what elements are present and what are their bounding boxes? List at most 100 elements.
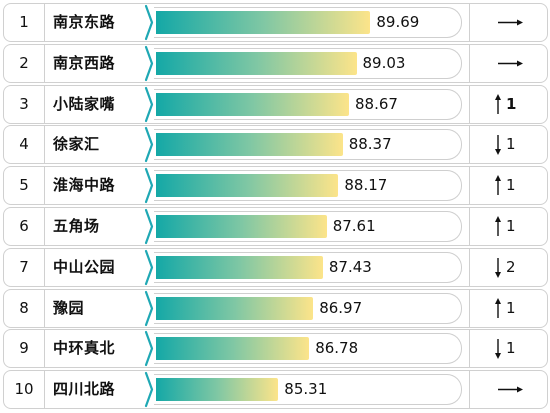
bar [156, 133, 343, 157]
rank-label: 10 [14, 380, 34, 399]
column-divider [469, 126, 470, 164]
data-label: 86.97 [319, 298, 363, 317]
category-label: 五角场 [53, 217, 100, 235]
category-label: 中山公园 [53, 257, 116, 276]
category-label: 四川北路 [53, 380, 116, 399]
column-divider [44, 248, 45, 286]
bar-track [154, 333, 462, 365]
table-row: 9 中环真北 86.78 1 [3, 329, 548, 369]
column-divider [469, 248, 470, 286]
rank-label: 3 [19, 94, 29, 113]
trend-cell: 1 [490, 330, 540, 367]
table-row: 4 徐家汇 88.37 1 [3, 125, 548, 165]
chevron-icon [144, 331, 154, 367]
table-row: 5 淮海中路 88.17 1 [3, 166, 548, 206]
bar-track [154, 211, 462, 242]
bar-track [154, 7, 462, 38]
arrow-up-icon [495, 93, 501, 114]
column-divider [469, 371, 470, 409]
rank-label: 5 [19, 176, 29, 195]
column-divider [44, 330, 45, 368]
table-row: 2 南京西路 89.03 [3, 43, 548, 83]
rank-label: 6 [19, 217, 29, 235]
category-label: 淮海中路 [53, 176, 116, 195]
bar [156, 174, 339, 198]
table-row: 6 五角场 87.61 1 [3, 207, 548, 246]
trend-cell [490, 45, 540, 82]
bar [156, 296, 314, 320]
bar-track [154, 251, 462, 283]
table-row: 10 四川北路 85.31 [3, 370, 548, 410]
trend-cell: 1 [490, 290, 540, 327]
column-divider [469, 85, 470, 123]
data-label: 87.43 [328, 257, 372, 276]
trend-cell: 1 [490, 208, 540, 245]
data-label: 88.37 [348, 135, 392, 154]
column-divider [44, 167, 45, 205]
bar-track [154, 129, 462, 161]
data-label: 88.67 [355, 94, 398, 113]
bar-track [154, 170, 462, 202]
chevron-icon [144, 290, 154, 326]
arrow-down-icon [495, 257, 501, 278]
bar [156, 378, 279, 402]
trend-cell [490, 371, 540, 408]
rank-change-label: 1 [506, 176, 516, 195]
category-label: 小陆家嘴 [53, 94, 116, 113]
column-divider [44, 44, 45, 82]
arrow-up-icon [495, 297, 501, 318]
column-divider [44, 289, 45, 327]
column-divider [44, 371, 45, 409]
arrow-down-icon [495, 339, 501, 360]
arrow-up-icon [495, 216, 501, 236]
category-label: 南京东路 [53, 13, 116, 31]
bar-track [154, 88, 462, 120]
category-label: 南京西路 [53, 53, 116, 72]
rank-change-label: 1 [506, 298, 516, 317]
category-label: 豫园 [53, 298, 85, 317]
arrow-right-icon [498, 19, 523, 26]
column-divider [44, 208, 45, 245]
rank-label: 7 [19, 257, 29, 276]
chevron-icon [144, 208, 154, 245]
arrow-right-icon [498, 386, 523, 393]
column-divider [44, 126, 45, 164]
chevron-icon [144, 372, 154, 408]
table-row: 1 南京东路 89.69 [3, 3, 548, 42]
table-row: 3 小陆家嘴 88.67 1 [3, 84, 548, 124]
data-label: 89.03 [362, 53, 406, 72]
column-divider [469, 330, 470, 368]
data-label: 85.31 [284, 380, 328, 399]
column-divider [469, 44, 470, 82]
arrow-up-icon [495, 175, 501, 196]
bar [156, 337, 310, 361]
trend-cell: 1 [490, 167, 540, 204]
rank-label: 4 [19, 135, 29, 154]
rank-label: 8 [19, 298, 29, 317]
bar-track [154, 292, 462, 324]
chevron-icon [144, 4, 154, 41]
column-divider [44, 4, 45, 41]
rank-label: 1 [19, 13, 29, 31]
data-label: 89.69 [376, 13, 420, 31]
chevron-icon [144, 249, 154, 285]
table-row: 7 中山公园 87.43 2 [3, 247, 548, 287]
bar [156, 215, 327, 238]
chevron-icon [144, 86, 154, 122]
bar [156, 255, 323, 279]
data-label: 86.78 [315, 339, 359, 358]
trend-cell: 2 [490, 249, 540, 286]
table-row: 8 豫园 86.97 1 [3, 288, 548, 328]
ranking-table: 1 南京东路 89.69 2 南京西路 89.03 3 小陆家嘴 88.67 1 4 徐家汇 88.37… [3, 1, 548, 411]
category-label: 徐家汇 [53, 135, 100, 154]
bar [156, 11, 371, 34]
arrow-down-icon [495, 135, 501, 156]
data-label: 88.17 [344, 176, 388, 195]
bar-track [154, 47, 462, 79]
category-label: 中环真北 [53, 339, 116, 358]
chevron-icon [144, 127, 154, 163]
bar [156, 92, 349, 116]
data-label: 87.61 [332, 217, 376, 235]
rank-change-label: 1 [506, 217, 516, 235]
arrow-right-icon [498, 60, 523, 67]
